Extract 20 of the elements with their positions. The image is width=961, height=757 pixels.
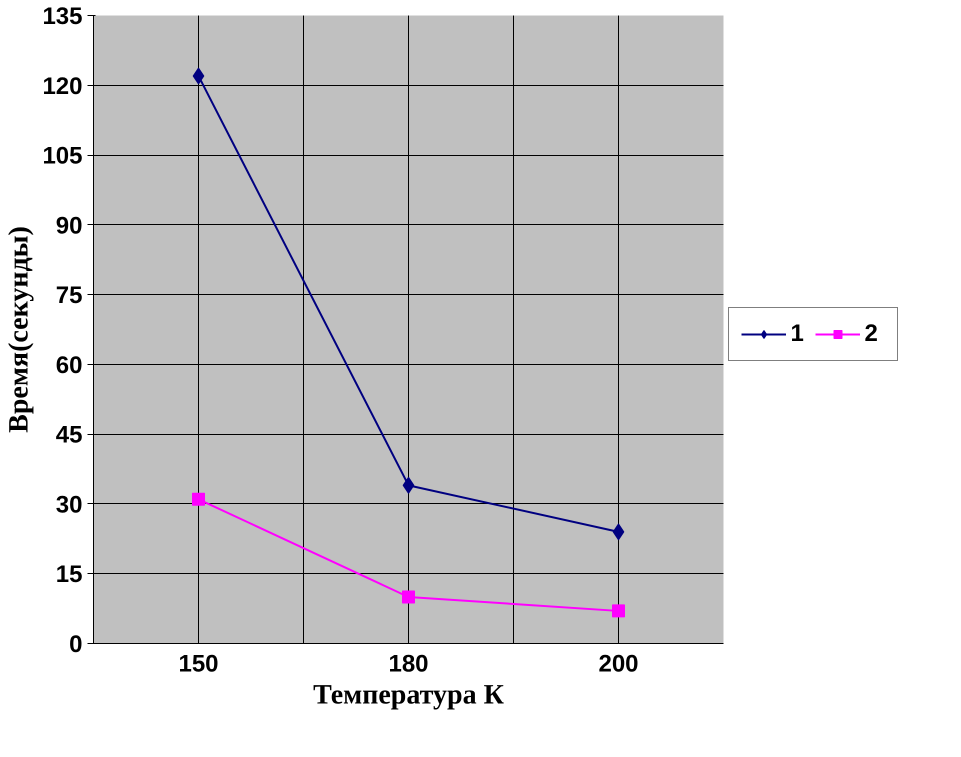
point [612, 604, 625, 618]
y-tick-label: 90 [56, 212, 83, 240]
y-tick-label: 45 [56, 422, 83, 449]
x-tick-label: 150 [178, 650, 219, 678]
y-tick-label: 75 [56, 282, 83, 310]
legend-label: 1 [790, 320, 805, 348]
y-tick-label: 0 [69, 631, 83, 658]
legend-label: 2 [864, 320, 879, 348]
y-tick-label: 105 [42, 142, 83, 170]
x-axis-title: Температура К [313, 680, 505, 710]
point [192, 492, 205, 506]
x-tick-label: 200 [598, 650, 639, 678]
y-tick-label: 60 [56, 352, 83, 379]
y-tick-label: 15 [56, 561, 83, 588]
y-tick-label: 135 [42, 3, 83, 30]
y-tick-label: 30 [56, 491, 83, 518]
y-tick-label: 120 [42, 72, 83, 100]
point [402, 590, 415, 604]
x-tick-label: 180 [388, 650, 429, 678]
y-axis-title: Время(секунды) [3, 226, 34, 433]
